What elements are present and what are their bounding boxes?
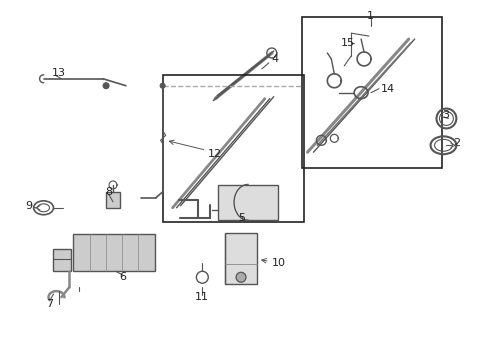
Text: 7: 7 <box>46 299 53 309</box>
Text: 11: 11 <box>195 292 209 302</box>
Text: 6: 6 <box>119 272 126 282</box>
Ellipse shape <box>160 83 165 88</box>
Bar <box>53 249 71 271</box>
Bar <box>218 185 277 220</box>
Text: 10: 10 <box>271 258 285 268</box>
Text: 5: 5 <box>238 213 245 223</box>
Ellipse shape <box>103 83 109 89</box>
Text: 8: 8 <box>105 187 112 197</box>
Text: 14: 14 <box>380 84 394 94</box>
Text: 12: 12 <box>208 149 222 159</box>
Text: 4: 4 <box>271 54 278 64</box>
Bar <box>224 233 256 284</box>
Text: 15: 15 <box>341 38 354 48</box>
Text: 9: 9 <box>26 201 33 211</box>
Text: 3: 3 <box>442 109 448 120</box>
Bar <box>301 17 442 168</box>
Bar <box>73 234 154 271</box>
Bar <box>163 75 303 222</box>
Bar <box>106 192 120 208</box>
Text: 2: 2 <box>452 138 460 148</box>
Text: 13: 13 <box>51 68 65 78</box>
Text: 1: 1 <box>366 11 373 21</box>
Ellipse shape <box>236 272 245 282</box>
